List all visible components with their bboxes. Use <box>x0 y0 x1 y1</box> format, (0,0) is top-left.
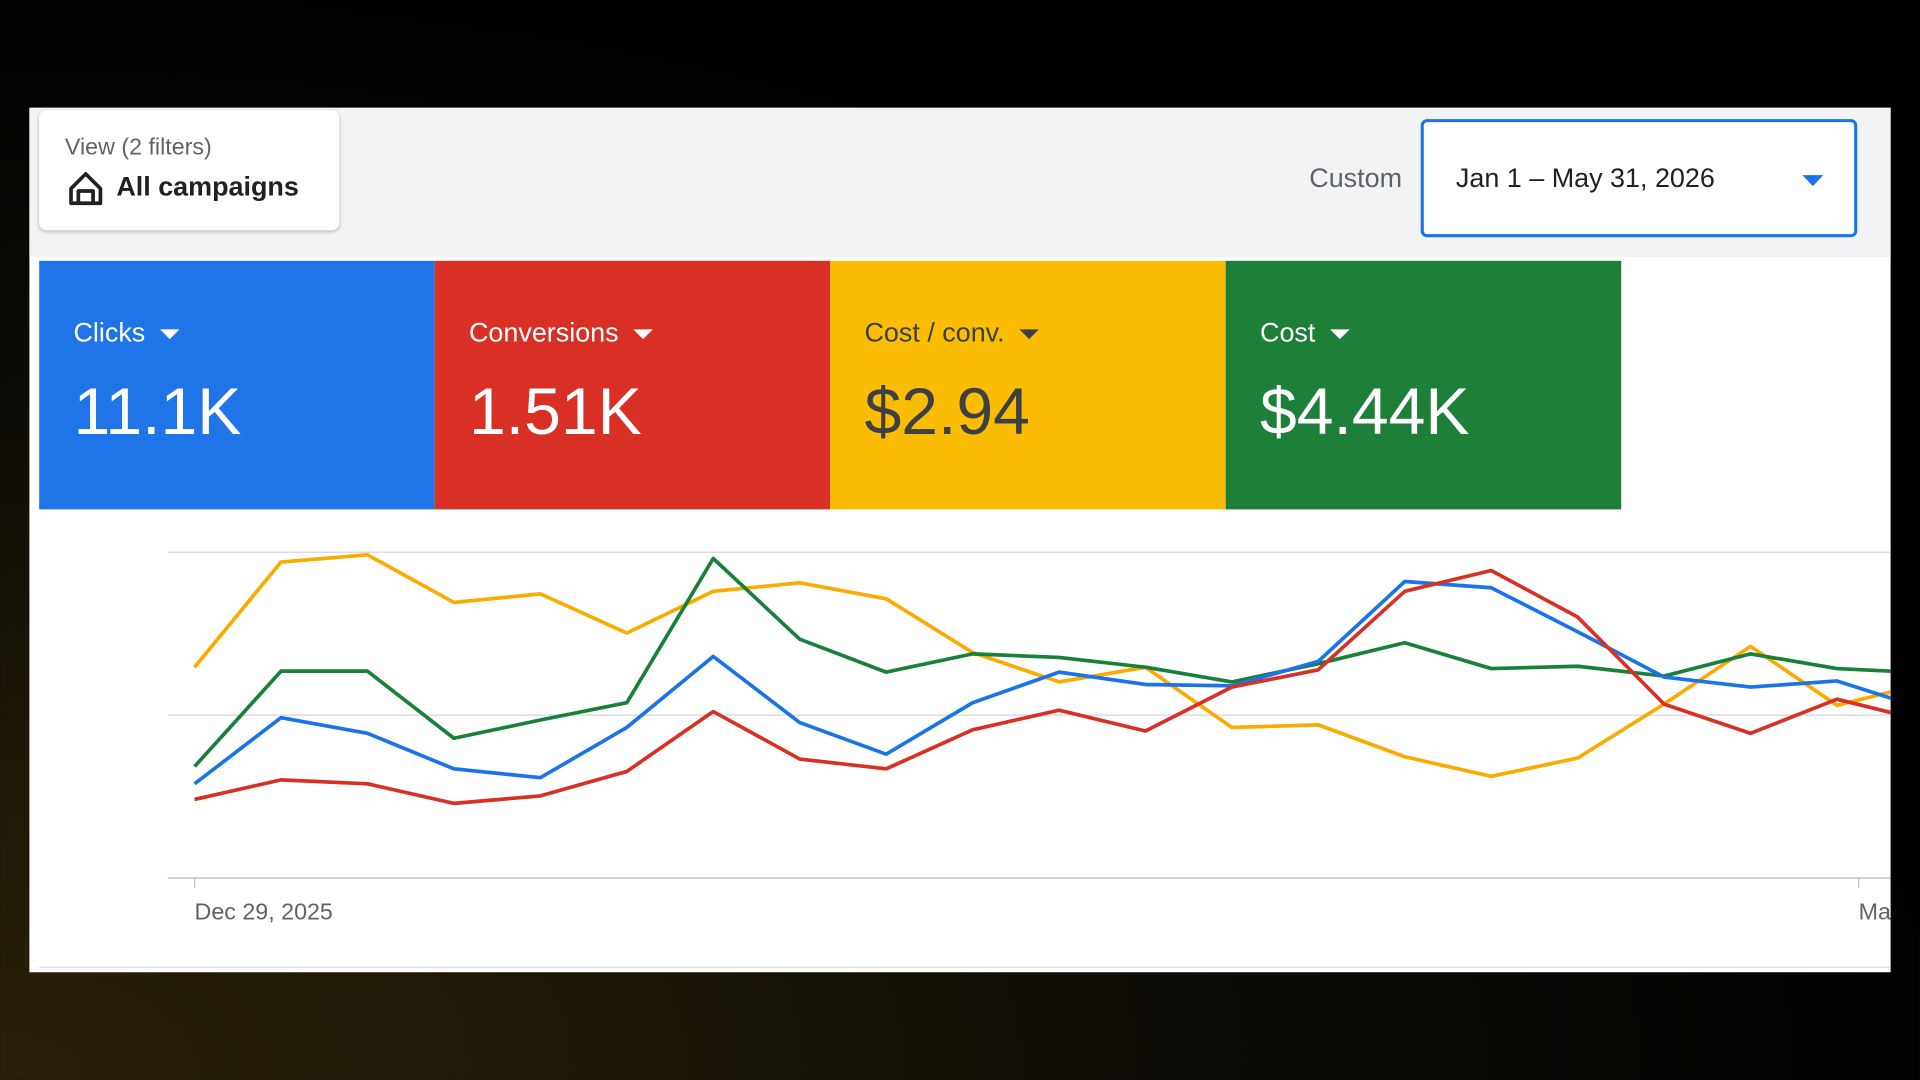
range-label: Custom <box>1309 163 1402 193</box>
metric-caret <box>159 329 180 340</box>
card-background[interactable] <box>39 260 435 510</box>
metric-value: 11.1K <box>73 375 241 449</box>
filter-button[interactable]: View (2 filters) All campaigns <box>39 110 340 231</box>
card-background[interactable] <box>830 260 1226 510</box>
metric-caret <box>1019 329 1039 340</box>
metric-value: $2.94 <box>864 375 1029 449</box>
card-background[interactable] <box>1225 260 1622 510</box>
metric-label: Cost <box>1260 317 1316 347</box>
metric-card[interactable]: Conversions 1.51K <box>434 260 831 510</box>
metric-value: 1.51K <box>469 375 642 449</box>
series-line <box>193 552 1891 779</box>
date-box[interactable] <box>1420 119 1858 238</box>
metric-cards: Clicks 11.1K Conversions 1.51K Cost / conv. $… <box>39 260 1622 510</box>
filter-card[interactable] <box>39 110 340 231</box>
card-background[interactable] <box>434 260 831 510</box>
chart: Dec 29, 2025 Ma <box>167 551 1891 925</box>
view-label: View (2 filters) <box>65 133 212 159</box>
date-range: Jan 1 – May 31, 2026 <box>1456 163 1715 193</box>
metric-label: Conversions <box>469 317 619 347</box>
metric-label: Clicks <box>73 317 145 347</box>
campaigns-label: All campaigns <box>116 172 299 202</box>
metric-caret <box>633 329 653 340</box>
x-tick-label: Dec 29, 2025 <box>195 899 333 925</box>
dropdown-caret <box>1802 175 1824 187</box>
metric-value: $4.44K <box>1260 375 1470 449</box>
home-icon <box>69 172 103 206</box>
series-line <box>194 568 1891 806</box>
metric-card[interactable]: Cost / conv. $2.94 <box>830 260 1226 510</box>
metric-card[interactable]: Cost $4.44K <box>1225 260 1622 510</box>
x-tick-label: Ma <box>1859 899 1891 925</box>
series-line <box>193 579 1891 786</box>
metric-caret <box>1330 329 1350 340</box>
date-picker[interactable]: Jan 1 – May 31, 2026 <box>1420 119 1858 238</box>
metric-label: Cost / conv. <box>864 317 1004 347</box>
metric-card[interactable]: Clicks 11.1K <box>39 260 435 510</box>
